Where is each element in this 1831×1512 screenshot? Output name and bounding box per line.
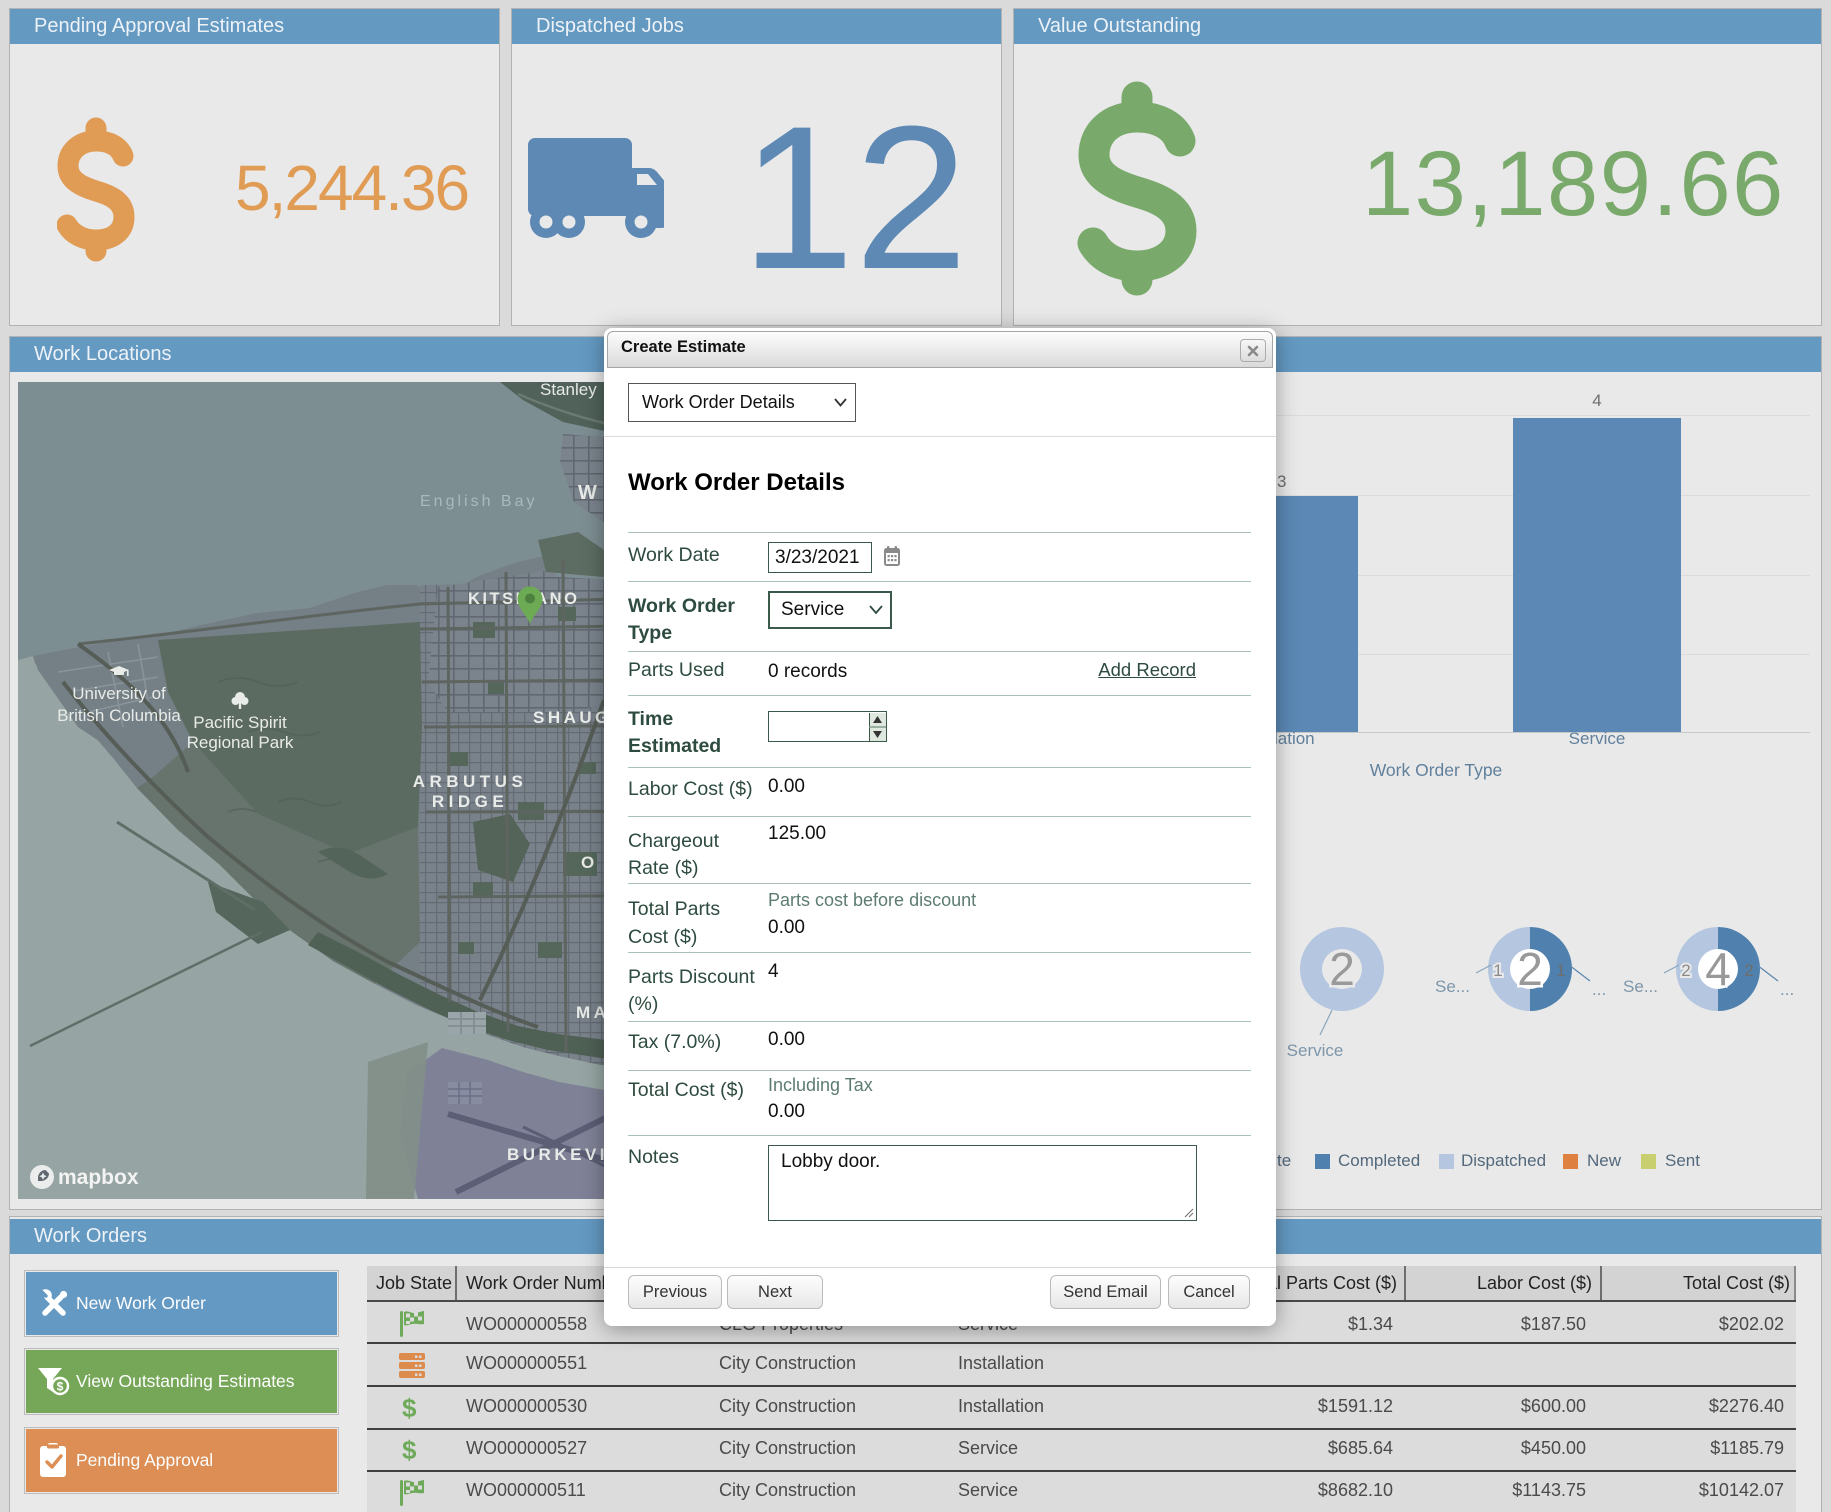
svg-text:1: 1 (1556, 961, 1565, 980)
svg-text:W: W (578, 482, 597, 504)
svg-text:2: 2 (1517, 943, 1543, 995)
svg-text:English Bay: English Bay (420, 493, 538, 510)
svg-text:ARBUTUS: ARBUTUS (413, 772, 528, 791)
svg-text:2: 2 (1744, 961, 1753, 980)
svg-text:Pacific Spirit: Pacific Spirit (193, 713, 287, 732)
svg-text:$: $ (57, 1380, 64, 1394)
svg-text:...: ... (1592, 980, 1606, 999)
svg-text:2: 2 (1329, 943, 1355, 995)
svg-text:Se...: Se... (1623, 977, 1658, 996)
svg-text:BURKEVI: BURKEVI (507, 1145, 608, 1164)
svg-text:British Columbia: British Columbia (57, 706, 181, 725)
svg-text:...: ... (1780, 980, 1794, 999)
svg-text:mapbox: mapbox (58, 1166, 139, 1189)
svg-text:SHAUG: SHAUG (533, 708, 612, 727)
svg-text:1: 1 (1493, 961, 1502, 980)
svg-text:Regional Park: Regional Park (187, 733, 294, 752)
svg-text:Service: Service (1287, 1041, 1344, 1060)
svg-text:RIDGE: RIDGE (432, 792, 508, 811)
svg-text:Se...: Se... (1435, 977, 1470, 996)
svg-text:2: 2 (1681, 961, 1690, 980)
svg-text:Stanley: Stanley (540, 382, 597, 399)
svg-text:4: 4 (1705, 943, 1731, 995)
svg-text:MA: MA (576, 1003, 609, 1022)
svg-text:O: O (581, 853, 598, 872)
svg-text:University of: University of (72, 684, 166, 703)
